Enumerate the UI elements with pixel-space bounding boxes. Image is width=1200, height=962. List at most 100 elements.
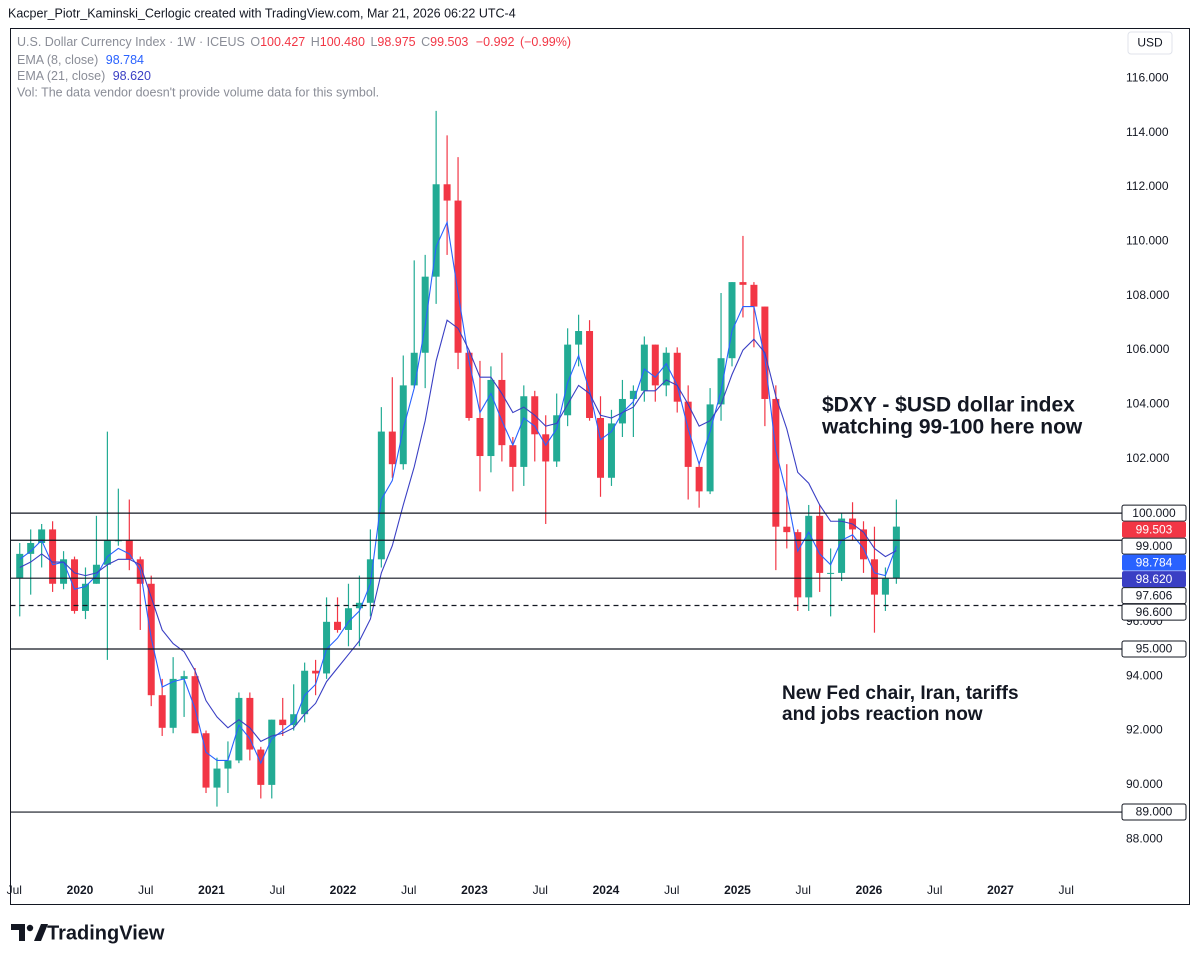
candle-body xyxy=(881,578,889,595)
legend-high: 100.480 xyxy=(320,35,365,49)
x-tick-label: Jul xyxy=(401,883,416,897)
candle-body xyxy=(827,572,835,574)
x-tick-label: Jul xyxy=(927,883,942,897)
candle-body xyxy=(334,621,342,630)
ema-name: EMA (8, close) xyxy=(17,53,98,67)
candle-body xyxy=(662,352,670,386)
candle-body xyxy=(16,553,24,579)
candle-body xyxy=(60,559,68,584)
x-tick-label: Jul xyxy=(7,883,22,897)
price-badge-label: 99.503 xyxy=(1136,522,1173,536)
candle-body xyxy=(399,385,407,465)
y-tick-label: 108.000 xyxy=(1126,288,1170,302)
y-tick-label: 116.000 xyxy=(1126,70,1169,84)
y-tick-label: 104.000 xyxy=(1126,397,1170,411)
currency-box[interactable] xyxy=(1127,31,1173,55)
legend-open: 100.427 xyxy=(260,35,305,49)
candle-body xyxy=(125,540,133,560)
candle-body xyxy=(618,398,626,424)
candle-body xyxy=(816,515,824,573)
legend-low: 98.975 xyxy=(377,35,415,49)
candle-body xyxy=(180,676,188,679)
annotation: watching 99-100 here now xyxy=(821,416,1083,439)
x-tick-label: 2022 xyxy=(330,883,357,897)
candle-body xyxy=(553,415,561,462)
candle-body xyxy=(81,583,89,611)
candle-body xyxy=(629,390,637,399)
candle-body xyxy=(246,697,254,750)
candle-body xyxy=(410,352,418,386)
candle-body xyxy=(838,518,846,573)
candle-body xyxy=(564,344,572,416)
price-badge xyxy=(1121,537,1187,555)
price-badge-label: 95.000 xyxy=(1136,642,1173,656)
candle-body xyxy=(257,749,265,785)
y-tick-label: 106.000 xyxy=(1126,342,1170,356)
price-badge xyxy=(1121,603,1187,621)
candle-body xyxy=(202,733,210,788)
x-tick-label: Jul xyxy=(1059,883,1074,897)
candle-body xyxy=(71,559,79,611)
currency[interactable]: USD xyxy=(1137,36,1163,50)
legend-key: H xyxy=(311,35,320,49)
candle-body xyxy=(301,670,309,715)
overlay: 88.00090.00092.00094.00096.000102.000104… xyxy=(7,70,1187,897)
candle-body xyxy=(794,532,802,598)
candle-body xyxy=(684,401,692,467)
x-tick-label: Jul xyxy=(138,883,153,897)
plot-area xyxy=(16,110,900,807)
logo-shape xyxy=(26,924,34,932)
y-tick-label: 102.000 xyxy=(1126,451,1170,465)
candle-body xyxy=(224,760,232,769)
candle-body xyxy=(312,670,320,674)
candle-body xyxy=(49,529,57,584)
candle-body xyxy=(454,200,462,353)
price-badge-label: 89.000 xyxy=(1136,805,1173,819)
candle-body xyxy=(465,352,473,418)
x-tick-label: 2025 xyxy=(724,883,751,897)
legend-ema21: EMA (21, close) 98.620 xyxy=(17,69,151,83)
ema-value: 98.620 xyxy=(113,69,151,83)
candle-body xyxy=(695,466,703,492)
candle-body xyxy=(191,676,199,734)
x-tick-label: 2023 xyxy=(461,883,488,897)
candle-body xyxy=(38,529,46,544)
price-badge-label: 96.600 xyxy=(1136,605,1173,619)
ema-name: EMA (21, close) xyxy=(17,69,105,83)
candle-body xyxy=(805,515,813,598)
x-tick-label: Jul xyxy=(664,883,679,897)
price-badge xyxy=(1122,554,1186,571)
candle-body xyxy=(158,695,166,728)
candle-body xyxy=(772,398,780,527)
price-badge-label: 98.620 xyxy=(1136,572,1173,586)
x-tick-label: Jul xyxy=(533,883,548,897)
candle-body xyxy=(498,379,506,446)
price-badge-label: 100.000 xyxy=(1132,506,1176,520)
candle-body xyxy=(377,431,385,560)
candle-body xyxy=(213,768,221,788)
x-tick-label: 2026 xyxy=(856,883,883,897)
legend-title: U.S. Dollar Currency Index · 1W · ICEUS … xyxy=(17,35,571,49)
candle-body xyxy=(651,344,659,386)
price-badge-label: 97.606 xyxy=(1136,588,1173,602)
candle-body xyxy=(290,714,298,726)
candle-body xyxy=(27,543,35,554)
legend-change-pct: (−0.99%) xyxy=(520,35,571,49)
price-badge xyxy=(1121,640,1187,658)
ema-line xyxy=(19,220,897,765)
symbol-title: U.S. Dollar Currency Index · 1W · ICEUS xyxy=(17,35,245,49)
candle-body xyxy=(103,540,111,565)
price-badge xyxy=(1122,571,1186,588)
x-tick-label: 2020 xyxy=(67,883,94,897)
legend-key: O xyxy=(250,35,260,49)
candle-body xyxy=(870,559,878,595)
logo-shape xyxy=(34,924,48,941)
y-tick-label: 90.000 xyxy=(1126,777,1163,791)
ema-value: 98.784 xyxy=(106,53,144,67)
candle-body xyxy=(542,434,550,462)
candle-body xyxy=(388,431,396,465)
candle-body xyxy=(443,184,451,201)
candle-body xyxy=(717,358,725,405)
